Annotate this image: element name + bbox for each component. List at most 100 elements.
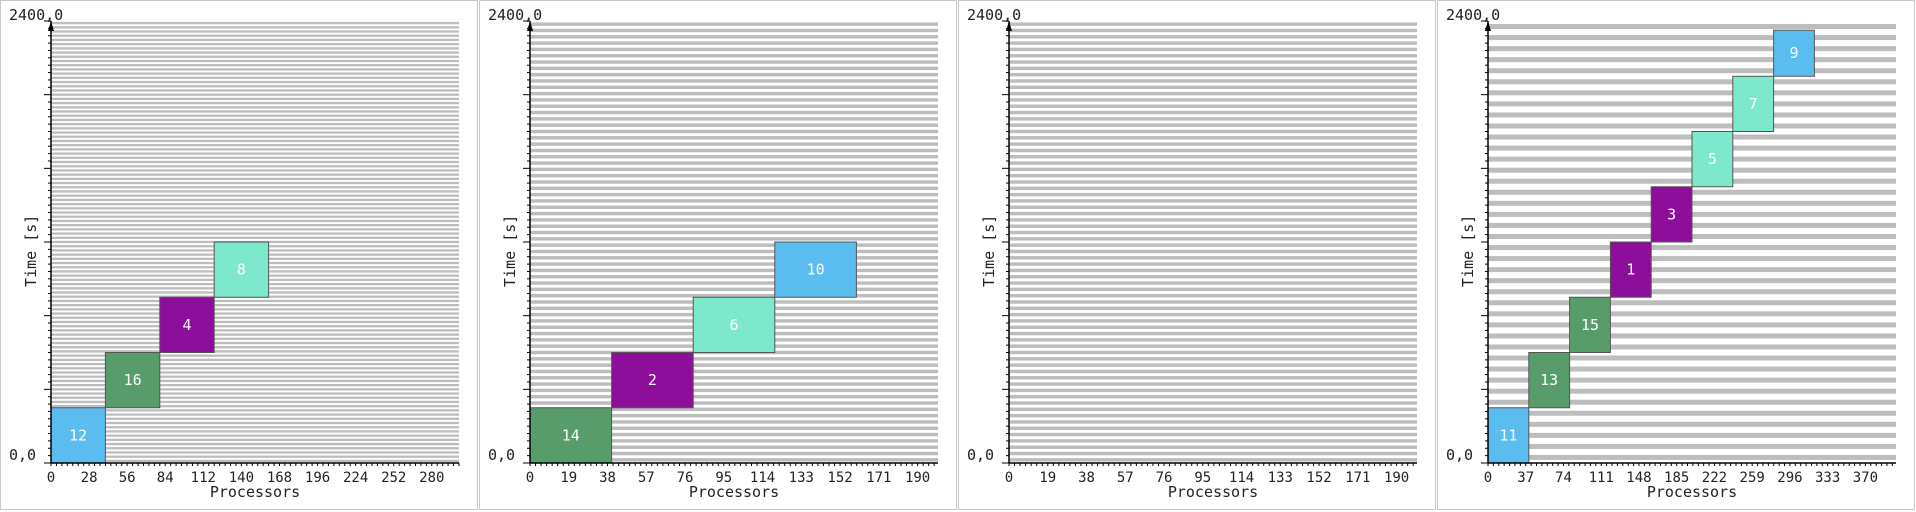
grid-line — [530, 199, 938, 203]
x-tick-label: 222 — [1702, 470, 1727, 486]
grid-line — [51, 211, 459, 214]
grid-line — [51, 396, 459, 399]
job-label-16: 16 — [124, 371, 142, 389]
x-tick-label: 185 — [1664, 470, 1689, 486]
grid-line — [530, 420, 938, 424]
grid-line — [51, 426, 459, 429]
grid-line — [1009, 420, 1417, 424]
grid-line — [1009, 369, 1417, 374]
grid-line — [530, 72, 938, 77]
origin-label: 0,0 — [1446, 446, 1473, 464]
grid-line — [530, 142, 938, 146]
grid-line — [51, 299, 459, 303]
grid-line — [530, 167, 938, 172]
grid-line — [530, 192, 938, 197]
grid-line — [530, 293, 938, 298]
job-box-5 — [1691, 131, 1734, 188]
grid-line — [1009, 180, 1417, 184]
grid-line — [1009, 331, 1417, 336]
grid-line — [51, 156, 459, 159]
grid-line — [1488, 377, 1896, 383]
x-tick-label: 56 — [119, 470, 136, 486]
job-box-3 — [1650, 186, 1693, 243]
grid-line — [1009, 394, 1417, 399]
x-tick-label: 152 — [1306, 470, 1331, 486]
grid-line — [51, 430, 459, 433]
x-tick-label: 196 — [305, 470, 330, 486]
grid-line — [1009, 72, 1417, 77]
grid-line — [530, 268, 938, 273]
grid-line — [51, 341, 459, 345]
grid-line — [51, 169, 459, 172]
grid-line — [51, 434, 459, 437]
grid-line — [1009, 312, 1417, 317]
grid-line — [530, 413, 938, 418]
job-box-2 — [611, 352, 694, 409]
grid-line — [1488, 267, 1896, 273]
job-label-11: 11 — [1499, 426, 1517, 444]
grid-line — [1009, 79, 1417, 83]
grid-line — [1009, 211, 1417, 216]
grid-line — [51, 89, 459, 92]
grid-line — [530, 426, 938, 430]
grid-line — [51, 379, 459, 383]
grid-line — [1488, 24, 1896, 30]
grid-line — [51, 236, 459, 239]
grid-line — [1009, 104, 1417, 108]
grid-line — [530, 91, 938, 96]
grid-line — [51, 68, 459, 71]
grid-line — [1488, 46, 1896, 52]
job-box-4 — [159, 296, 215, 353]
grid-line — [51, 320, 459, 324]
grid-line — [1009, 268, 1417, 273]
grid-line — [51, 122, 459, 126]
gantt-chart-3: 0 19 38 57 76 95 114 133 152 171 190 2400,0 0,0 Proce… — [967, 6, 1417, 501]
grid-line — [51, 131, 459, 134]
grid-line — [1009, 439, 1417, 443]
grid-line — [530, 439, 938, 443]
grid-line — [530, 451, 938, 456]
grid-line — [530, 47, 938, 52]
grid-line — [1488, 399, 1896, 405]
grid-line — [530, 173, 938, 178]
grid-line — [530, 85, 938, 90]
x-tick-label: 111 — [1589, 470, 1614, 486]
grid-line — [1009, 344, 1417, 348]
grid-line — [51, 177, 459, 181]
job-box-1 — [1609, 241, 1652, 298]
job-box-12 — [50, 407, 106, 464]
gantt-panel-1: 12 16 4 8 0 28 56 84 112 140 168 196 224 252 280 2400,0… — [0, 0, 478, 510]
job-label-14: 14 — [562, 426, 580, 444]
grid-line — [530, 230, 938, 235]
job-box-16 — [104, 352, 161, 409]
grid-line — [51, 85, 459, 88]
grid-line — [51, 367, 459, 370]
job-box-14 — [529, 407, 613, 464]
grid-line — [530, 376, 938, 380]
x-tick-label: 152 — [827, 470, 852, 486]
origin-label: 0,0 — [9, 446, 36, 464]
grid-line — [1009, 376, 1417, 380]
x-tick-label: 38 — [1078, 470, 1095, 486]
grid-line — [51, 139, 459, 143]
grid-line — [1009, 407, 1417, 412]
grid-line — [530, 218, 938, 222]
x-tick-label: 148 — [1626, 470, 1651, 486]
grid-line — [530, 123, 938, 127]
top-left-label: 2400,0 — [488, 6, 542, 24]
grid-line — [1009, 432, 1417, 437]
grid-line — [51, 346, 459, 349]
grid-line — [51, 97, 459, 101]
grid-line — [51, 152, 459, 155]
grid-line — [51, 186, 459, 189]
grid-line — [530, 148, 938, 153]
grid-line — [530, 357, 938, 361]
grid-line — [530, 22, 938, 26]
grid-line — [1009, 85, 1417, 90]
grid-line — [51, 337, 459, 340]
x-tick-label: 333 — [1815, 470, 1840, 486]
grid-line — [51, 144, 459, 147]
x-tick-label: 28 — [81, 470, 98, 486]
grid-line — [1009, 445, 1417, 449]
grid-line — [1009, 363, 1417, 367]
